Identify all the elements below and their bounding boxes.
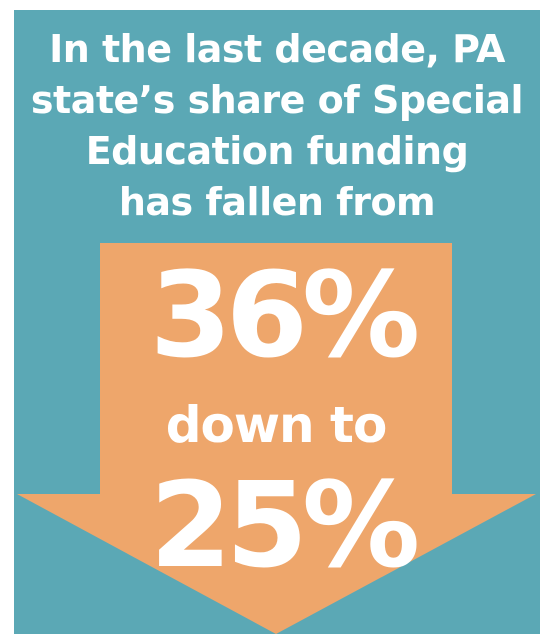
to-percentage: 25% — [149, 456, 420, 594]
headline-line-3: Education funding — [85, 129, 469, 173]
connector-text: down to — [165, 396, 388, 454]
headline-line-4: has fallen from — [118, 180, 436, 224]
headline-line-1: In the last decade, PA — [49, 27, 505, 71]
headline: In the last decade, PA state’s share of … — [14, 24, 540, 228]
from-percentage: 36% — [149, 246, 420, 384]
headline-line-2: state’s share of Special — [30, 78, 524, 122]
